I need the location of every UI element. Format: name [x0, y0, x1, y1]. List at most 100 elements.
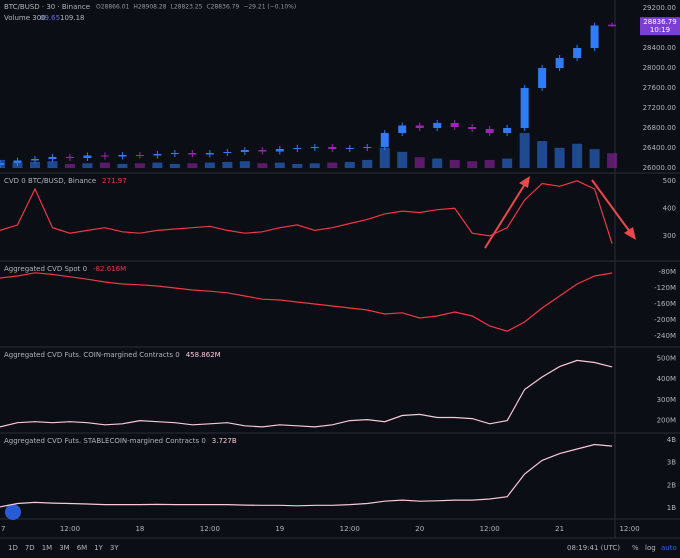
candle-body: [205, 153, 214, 155]
y-tick-label: -160M: [654, 300, 676, 308]
y-tick-label: -240M: [654, 332, 676, 340]
volume-bar: [169, 163, 180, 168]
series-line: [0, 272, 613, 332]
y-tick-label: 400: [663, 204, 676, 212]
separators: [0, 0, 680, 539]
volume-bar: [257, 163, 268, 168]
volume-bar: [362, 159, 373, 168]
price-tag-value: 28836.79: [643, 18, 676, 26]
volume-bar: [327, 162, 338, 168]
volume-bar: [82, 163, 93, 168]
candle-body: [415, 125, 424, 128]
logo[interactable]: [5, 504, 21, 520]
pane-title: Aggregated CVD Futs. STABLECOIN-margined…: [4, 437, 206, 445]
range-button[interactable]: 6M: [77, 544, 88, 552]
volume-bar: [449, 159, 460, 168]
candle-body: [83, 155, 92, 158]
range-button[interactable]: 3M: [59, 544, 70, 552]
x-tick-label: 12:00: [619, 525, 639, 533]
candle-body: [188, 153, 197, 155]
x-tick-label: 19: [275, 525, 284, 533]
candle-body: [520, 88, 529, 128]
x-tick-label: 21: [555, 525, 564, 533]
series-line: [0, 443, 613, 508]
volume-bar: [519, 133, 530, 168]
y-tick-label: -80M: [659, 268, 676, 276]
candle-body: [118, 155, 127, 157]
candle-body: [433, 123, 442, 128]
volume-bar: [99, 162, 110, 168]
auto-toggle[interactable]: auto: [661, 544, 677, 552]
ohlc-value: O28866.01: [96, 4, 130, 11]
volume-value: 109.18: [60, 14, 85, 22]
x-tick-label: 12:00: [340, 525, 360, 533]
x-tick-label: 20: [415, 525, 424, 533]
candle-body: [65, 157, 74, 158]
volume-bar: [239, 161, 250, 168]
range-button[interactable]: 3Y: [110, 544, 119, 552]
series-line: [0, 180, 613, 244]
candle-body: [450, 123, 459, 127]
y-tick-label: 2B: [667, 481, 676, 489]
volume-bar: [64, 163, 75, 168]
price-tag: [640, 17, 680, 36]
candle-body: [223, 152, 232, 153]
y-tick-label: -120M: [654, 284, 676, 292]
volume-bar: [397, 151, 408, 168]
candle-body: [48, 157, 57, 159]
volume-value: 89.65: [40, 14, 60, 22]
percent-toggle[interactable]: %: [632, 544, 639, 552]
y-tick-label: 300: [663, 232, 676, 240]
y-tick-label: 400M: [657, 375, 676, 383]
legend-value: 271.97: [102, 177, 127, 185]
volume-bar: [292, 163, 303, 168]
candle-body: [135, 155, 144, 156]
log-toggle[interactable]: log: [645, 544, 656, 552]
candle-body: [13, 160, 22, 163]
y-tick-label: 4B: [667, 436, 676, 444]
range-button[interactable]: 1M: [42, 544, 53, 552]
y-tick-label: 26000.00: [643, 164, 676, 172]
pane-title: Aggregated CVD Futs. COIN-margined Contr…: [4, 351, 180, 359]
volume-bar: [204, 162, 215, 168]
candle-body: [100, 155, 109, 157]
legend-value: 458.862M: [186, 351, 221, 359]
candle-body: [503, 128, 512, 133]
candle-body: [293, 148, 302, 149]
x-tick-label: 18: [135, 525, 144, 533]
ohlc-value: H28908.28: [133, 4, 166, 11]
volume-bar: [309, 163, 320, 168]
candle-body: [468, 127, 477, 129]
volume-bar: [187, 163, 198, 168]
y-tick-label: 26800.00: [643, 124, 676, 132]
candle-body: [345, 148, 354, 149]
x-tick-label: 12:00: [60, 525, 80, 533]
candle-body: [555, 58, 564, 68]
candle-body: [310, 147, 319, 148]
pane-title: BTC/BUSD · 30 · Binance: [4, 3, 90, 11]
range-button[interactable]: 1D: [8, 544, 18, 552]
volume-bar: [467, 161, 478, 168]
candle-body: [240, 150, 249, 152]
volume-bar: [607, 153, 618, 168]
volume-bar: [222, 161, 233, 168]
clock: 08:19:41 (UTC): [567, 544, 620, 552]
volume-bar: [29, 161, 40, 168]
candle-body: [573, 48, 582, 58]
candle-body: [30, 159, 39, 161]
candle-body: [170, 153, 179, 154]
candle-body: [590, 25, 599, 48]
volume-bar: [432, 158, 443, 168]
range-button[interactable]: 1Y: [94, 544, 103, 552]
volume-bar: [537, 141, 548, 168]
pane-title: Aggregated CVD Spot 0: [4, 265, 87, 273]
legend-value: -82.616M: [93, 265, 126, 273]
range-button[interactable]: 7D: [25, 544, 35, 552]
y-tick-label: 28000.00: [643, 64, 676, 72]
y-tick-label: 29200.00: [643, 4, 676, 12]
volume-title: Volume 300: [4, 14, 46, 22]
candle-body: [275, 149, 284, 152]
candle-body: [258, 150, 267, 152]
